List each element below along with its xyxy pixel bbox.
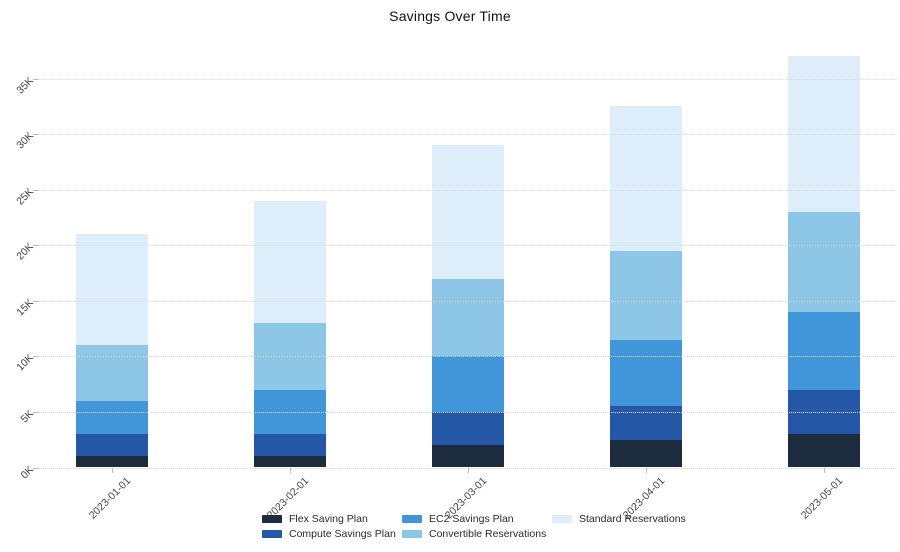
gridline — [38, 300, 898, 302]
x-tick-mark — [112, 467, 113, 473]
bar-segment[interactable] — [788, 211, 860, 312]
x-tick-label: 2023-05-01 — [799, 475, 846, 522]
y-tick-mark — [33, 189, 38, 191]
gridline — [38, 189, 898, 191]
legend-item-flex-saving-plan[interactable]: Flex Saving Plan — [262, 512, 402, 525]
legend-item-compute-savings-plan[interactable]: Compute Savings Plan — [262, 527, 402, 540]
y-tick-label: 15K — [14, 296, 37, 319]
chart-title: Savings Over Time — [389, 8, 511, 24]
y-tick-label: 25K — [14, 185, 37, 208]
y-tick-mark — [33, 356, 38, 358]
legend-item-ec2-savings-plan[interactable]: EC2 Savings Plan — [402, 512, 552, 525]
legend-swatch — [552, 514, 572, 523]
y-tick-mark — [33, 300, 38, 302]
x-tick-mark — [646, 467, 647, 473]
bar-segment[interactable] — [76, 434, 148, 457]
y-tick-label: 5K — [18, 407, 37, 426]
bar-segment[interactable] — [432, 356, 504, 412]
legend-item-standard-reservations[interactable]: Standard Reservations — [552, 512, 686, 525]
x-tick-mark — [824, 467, 825, 473]
bar-segment[interactable] — [76, 345, 148, 401]
legend-label: Standard Reservations — [579, 512, 686, 525]
legend-swatch — [402, 514, 422, 523]
legend-label: EC2 Savings Plan — [429, 512, 514, 525]
y-tick-mark — [33, 78, 38, 80]
gridline — [38, 245, 898, 247]
bar-segment[interactable] — [76, 234, 148, 346]
x-tick-label: 2023-01-01 — [87, 475, 134, 522]
bar-segment[interactable] — [76, 400, 148, 435]
y-tick-label: 10K — [14, 352, 37, 374]
gridline — [38, 356, 898, 358]
y-tick-mark — [33, 411, 38, 413]
gridline — [38, 411, 898, 413]
gridline — [38, 78, 898, 80]
legend: Flex Saving Plan Compute Savings Plan EC2 … — [262, 512, 686, 540]
y-tick-mark — [33, 467, 38, 469]
bar-segment[interactable] — [254, 434, 326, 457]
legend-swatch — [402, 529, 422, 538]
y-tick-label: 35K — [14, 74, 37, 96]
y-tick-label: 20K — [14, 240, 37, 263]
legend-column: Standard Reservations — [552, 512, 686, 525]
bar-segment[interactable] — [254, 456, 326, 468]
legend-swatch — [262, 529, 282, 538]
bar-segment[interactable] — [610, 406, 682, 440]
legend-swatch — [262, 514, 282, 523]
bar-segment[interactable] — [432, 445, 504, 468]
bar-segment[interactable] — [788, 434, 860, 468]
legend-label: Convertible Reservations — [429, 527, 547, 540]
bar-segment[interactable] — [610, 439, 682, 468]
bar-segment[interactable] — [432, 145, 504, 279]
bar-segment[interactable] — [254, 200, 326, 323]
bar-segment[interactable] — [610, 106, 682, 251]
legend-column: EC2 Savings Plan Convertible Reservations — [402, 512, 552, 540]
bar-segment[interactable] — [254, 323, 326, 390]
bar-segment[interactable] — [610, 339, 682, 407]
y-tick-label: 0K — [18, 463, 37, 481]
bar-segment[interactable] — [610, 250, 682, 340]
gridline — [38, 134, 898, 136]
bar-segment[interactable] — [76, 456, 148, 468]
legend-item-convertible-reservations[interactable]: Convertible Reservations — [402, 527, 552, 540]
x-tick-mark — [468, 467, 469, 473]
bar-segment[interactable] — [788, 389, 860, 435]
x-tick-mark — [290, 467, 291, 473]
legend-column: Flex Saving Plan Compute Savings Plan — [262, 512, 402, 540]
bar-segment[interactable] — [432, 278, 504, 357]
y-tick-label: 30K — [14, 129, 37, 152]
y-tick-mark — [33, 245, 38, 247]
bar-segment[interactable] — [788, 311, 860, 390]
y-tick-mark — [33, 134, 38, 136]
bar-segment[interactable] — [254, 389, 326, 435]
legend-label: Compute Savings Plan — [289, 527, 396, 540]
bar-segment[interactable] — [432, 411, 504, 446]
legend-label: Flex Saving Plan — [289, 512, 368, 525]
